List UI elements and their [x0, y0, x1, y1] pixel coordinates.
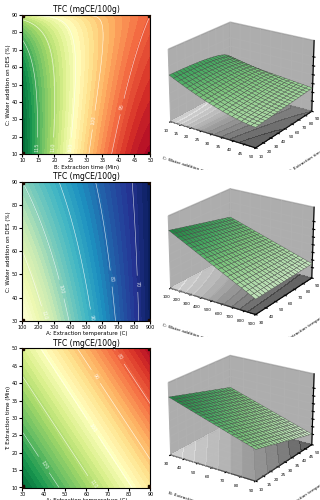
X-axis label: B: Extraction time (Min): B: Extraction time (Min)	[54, 164, 119, 170]
Text: 105: 105	[68, 142, 73, 152]
X-axis label: C: Water addition on DES (%): C: Water addition on DES (%)	[162, 156, 224, 179]
Y-axis label: C: Water addition on DES (%): C: Water addition on DES (%)	[5, 44, 11, 125]
Y-axis label: T: Extraction time (Min): T: Extraction time (Min)	[5, 386, 11, 450]
X-axis label: A: Extraction temperature (C): A: Extraction temperature (C)	[46, 332, 127, 336]
Text: 110: 110	[41, 310, 48, 320]
Text: 110: 110	[89, 478, 98, 490]
Title: TFC (mgCE/100g): TFC (mgCE/100g)	[53, 338, 120, 347]
Text: 110: 110	[50, 142, 56, 152]
X-axis label: A: Extraction temperature (C): A: Extraction temperature (C)	[46, 498, 127, 500]
Text: 90: 90	[92, 372, 100, 380]
Text: 115: 115	[35, 142, 40, 152]
Text: 70: 70	[135, 280, 140, 287]
Title: TFC (mgCE/100g): TFC (mgCE/100g)	[53, 5, 120, 14]
X-axis label: C: Water addition on DES (%): C: Water addition on DES (%)	[162, 323, 224, 345]
Text: 80: 80	[116, 353, 124, 361]
Text: 80: 80	[108, 275, 114, 282]
Text: 90: 90	[89, 314, 95, 320]
X-axis label: B: Extraction time (Min): B: Extraction time (Min)	[167, 492, 218, 500]
Y-axis label: A: Extraction temperature (C): A: Extraction temperature (C)	[283, 306, 320, 344]
Text: 100: 100	[58, 284, 65, 294]
Y-axis label: B: Extraction time (Min): B: Extraction time (Min)	[288, 142, 320, 174]
Text: 100: 100	[88, 422, 97, 433]
Text: 120: 120	[39, 460, 49, 470]
Y-axis label: C: Water addition on DES (%): C: Water addition on DES (%)	[5, 211, 11, 292]
Y-axis label: A: Extraction temperature (C): A: Extraction temperature (C)	[283, 472, 320, 500]
Title: TFC (mgCE/100g): TFC (mgCE/100g)	[53, 172, 120, 181]
Text: 95: 95	[119, 103, 125, 110]
Text: 100: 100	[91, 115, 97, 125]
